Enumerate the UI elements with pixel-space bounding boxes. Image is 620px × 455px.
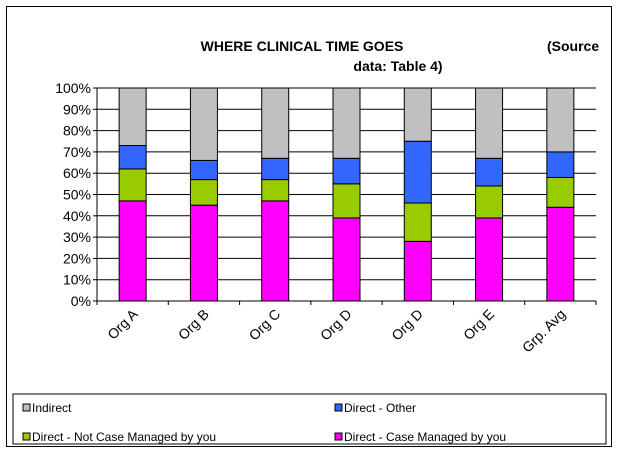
chart-title-source: (Source	[547, 38, 599, 54]
bar-stack	[261, 87, 290, 302]
bar-segment	[403, 240, 432, 302]
bar-segment	[403, 202, 432, 242]
bar-segment	[475, 185, 504, 219]
bar-segment	[261, 157, 290, 181]
bar-segment	[261, 179, 290, 202]
legend-label: Indirect	[32, 401, 72, 415]
bar-segment	[189, 204, 218, 302]
chart-frame: WHERE CLINICAL TIME GOES (Source data: T…	[6, 6, 612, 447]
legend-swatch	[22, 403, 31, 412]
legend: Indirect Direct - Other Direct - Not Case …	[12, 393, 607, 445]
y-tick-label: 40%	[63, 208, 91, 224]
bar-segment	[189, 87, 218, 161]
bar-stacks	[118, 87, 575, 302]
x-tick-label: Org C	[246, 306, 284, 344]
bar-stack	[546, 87, 575, 302]
legend-label: Direct - Case Managed by you	[344, 430, 506, 444]
bar-segment	[332, 183, 361, 219]
bar-stack	[118, 87, 147, 302]
bar-segment	[332, 87, 361, 159]
chart-title-line2: data: Table 4)	[353, 58, 442, 74]
legend-swatch	[22, 432, 31, 441]
bar-segment	[403, 140, 432, 204]
bar-segment	[546, 206, 575, 302]
chart-title-line1: WHERE CLINICAL TIME GOES	[201, 38, 404, 54]
bar-segment	[189, 179, 218, 206]
bar-stack	[403, 87, 432, 302]
bar-segment	[332, 157, 361, 185]
axes	[96, 88, 596, 302]
y-tick-label: 0%	[71, 293, 91, 309]
legend-swatch	[334, 403, 343, 412]
x-tick-labels: Org A Org B Org C Org D Org D Org E Grp. Avg	[104, 305, 568, 355]
bar-segment	[403, 87, 432, 142]
legend-swatch	[334, 432, 343, 441]
legend-item: Direct - Case Managed by you	[334, 430, 506, 444]
legend-item: Indirect	[22, 401, 72, 415]
y-tick-label: 100%	[55, 80, 91, 96]
legend-item: Direct - Other	[334, 401, 416, 415]
y-tick-label: 10%	[63, 272, 91, 288]
y-tick-label: 80%	[63, 123, 91, 139]
bar-segment	[546, 87, 575, 153]
y-tick-label: 60%	[63, 165, 91, 181]
bar-segment	[189, 159, 218, 181]
x-tick-label: Org B	[175, 306, 212, 343]
bar-stack	[332, 87, 361, 302]
x-tick-label: Org E	[460, 306, 497, 343]
bar-segment	[261, 87, 290, 159]
legend-label: Direct - Not Case Managed by you	[32, 430, 216, 444]
bar-segment	[475, 157, 504, 187]
legend-item: Direct - Not Case Managed by you	[22, 430, 216, 444]
x-tick-label: Org A	[104, 305, 141, 342]
bar-segment	[475, 217, 504, 302]
y-tick-label: 20%	[63, 250, 91, 266]
y-tick-label: 50%	[63, 187, 91, 203]
bar-segment	[546, 176, 575, 208]
x-tick-label: Grp. Avg	[519, 306, 569, 356]
bar-segment	[332, 217, 361, 302]
x-tick-label: Org D	[317, 306, 355, 344]
bar-stack	[189, 87, 218, 302]
bar-segment	[118, 145, 147, 170]
bar-segment	[475, 87, 504, 159]
legend-box	[12, 393, 607, 445]
bar-segment	[546, 151, 575, 178]
y-tick-label: 70%	[63, 144, 91, 160]
y-tick-label: 90%	[63, 101, 91, 117]
bar-segment	[118, 168, 147, 202]
y-tick-labels: 0% 10% 20% 30% 40% 50% 60% 70% 80% 90% 100%	[55, 80, 91, 309]
stacked-bar-chart: WHERE CLINICAL TIME GOES (Source data: T…	[12, 38, 607, 445]
legend-label: Direct - Other	[344, 401, 416, 415]
bar-segment	[118, 200, 147, 302]
y-tick-label: 30%	[63, 229, 91, 245]
bar-stack	[475, 87, 504, 302]
x-tick-label: Org D	[388, 306, 426, 344]
bar-segment	[261, 200, 290, 302]
bar-segment	[118, 87, 147, 147]
